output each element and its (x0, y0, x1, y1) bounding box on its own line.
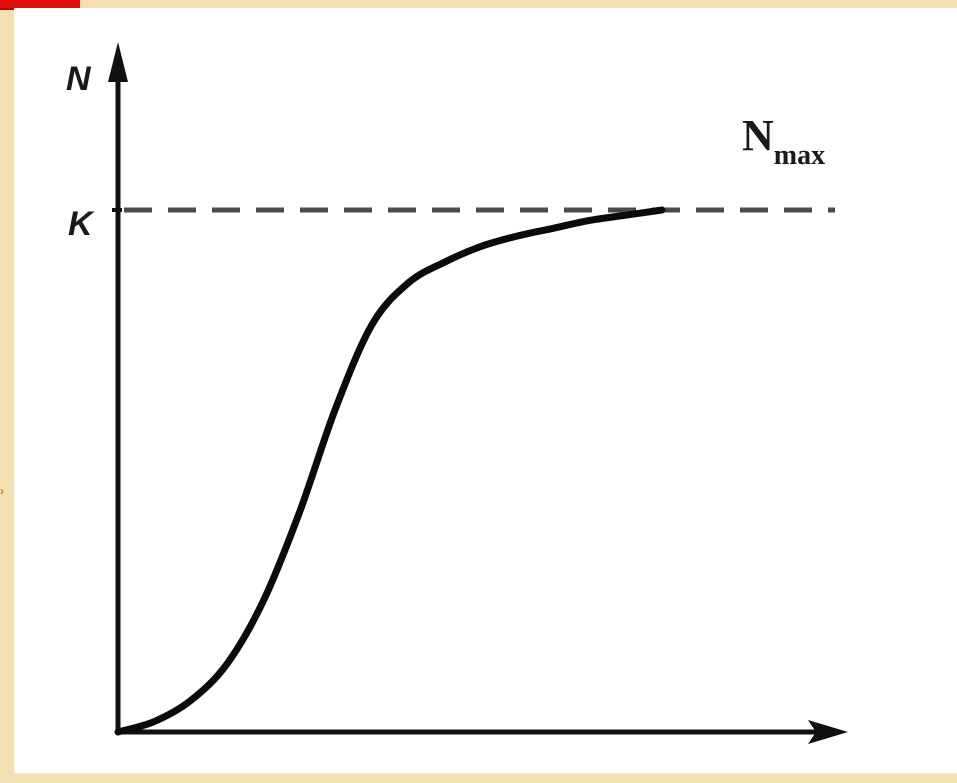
chart-labels: N K Nmax (66, 60, 825, 243)
y-axis-arrow (108, 42, 128, 82)
axes (108, 42, 848, 744)
growth-curve-line (114, 206, 666, 736)
asymptote-label: Nmax (742, 111, 825, 171)
chart-panel (14, 8, 957, 773)
y-axis-label: N (66, 60, 92, 98)
asymptote-label-sub: max (774, 140, 825, 171)
chevron-right-icon: › (0, 484, 4, 498)
x-axis-arrow (808, 720, 848, 744)
growth-curve (114, 206, 666, 736)
asymptote-label-main: N (742, 111, 774, 160)
k-tick-label: K (68, 205, 95, 243)
